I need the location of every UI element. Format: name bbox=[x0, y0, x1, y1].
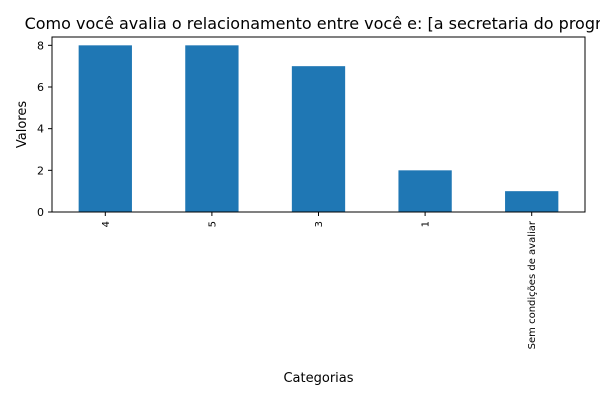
y-tick-label-2: 4 bbox=[37, 123, 44, 136]
x-tick-label-3: 1 bbox=[421, 221, 432, 227]
x-axis: 4 5 3 1 Sem condições de avaliar bbox=[101, 212, 538, 349]
bar-0 bbox=[78, 45, 132, 213]
bar-3 bbox=[398, 170, 452, 212]
bar-4 bbox=[505, 191, 559, 212]
x-tick-label-4: Sem condições de avaliar bbox=[527, 220, 538, 349]
y-tick-label-3: 6 bbox=[37, 81, 44, 94]
y-tick-label-4: 8 bbox=[37, 39, 44, 52]
y-tick-label-0: 0 bbox=[37, 206, 44, 219]
plot-frame bbox=[51, 36, 586, 213]
bars-group bbox=[78, 45, 559, 213]
x-tick-label-0: 4 bbox=[101, 221, 112, 227]
y-axis: 0 2 4 6 8 bbox=[37, 39, 52, 219]
y-axis-label: Valores bbox=[15, 101, 30, 148]
bar-1 bbox=[185, 45, 239, 213]
x-tick-label-2: 3 bbox=[314, 221, 325, 227]
x-axis-label: Categorias bbox=[283, 371, 353, 386]
bar-2 bbox=[291, 66, 346, 213]
y-tick-label-1: 2 bbox=[37, 164, 44, 177]
chart-title: Como você avalia o relacionamento entre … bbox=[24, 14, 600, 33]
x-tick-label-1: 5 bbox=[207, 221, 218, 227]
